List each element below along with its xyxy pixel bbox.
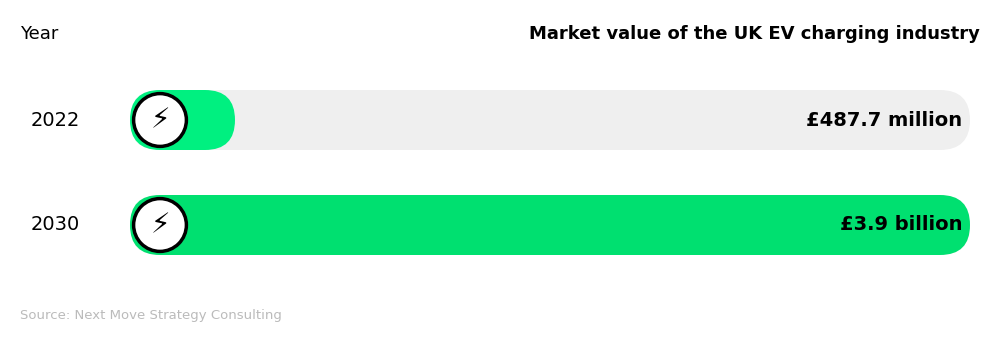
Text: Source: Next Move Strategy Consulting: Source: Next Move Strategy Consulting bbox=[20, 309, 282, 322]
FancyBboxPatch shape bbox=[130, 195, 970, 255]
Text: ⚡: ⚡ bbox=[150, 106, 170, 134]
Circle shape bbox=[134, 199, 186, 251]
FancyBboxPatch shape bbox=[130, 195, 970, 255]
Text: ⚡: ⚡ bbox=[150, 211, 170, 239]
Text: Year: Year bbox=[20, 25, 58, 43]
Text: £487.7 million: £487.7 million bbox=[806, 110, 962, 130]
Text: £3.9 billion: £3.9 billion bbox=[840, 216, 962, 235]
Circle shape bbox=[134, 94, 186, 147]
Text: 2030: 2030 bbox=[30, 216, 80, 235]
FancyBboxPatch shape bbox=[130, 90, 235, 150]
FancyBboxPatch shape bbox=[130, 90, 970, 150]
Text: 2022: 2022 bbox=[30, 110, 80, 130]
Text: Market value of the UK EV charging industry: Market value of the UK EV charging indus… bbox=[529, 25, 980, 43]
